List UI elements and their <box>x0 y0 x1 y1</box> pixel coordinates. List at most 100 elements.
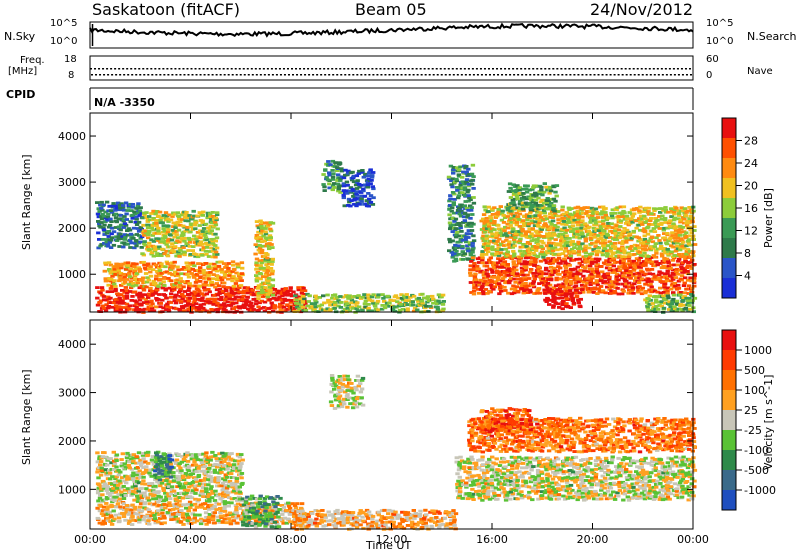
heatmap-cell <box>113 273 118 276</box>
heatmap-cell <box>261 306 267 309</box>
heatmap-cell <box>360 171 365 174</box>
heatmap-cell <box>132 210 137 214</box>
heatmap-cell <box>679 243 684 246</box>
heatmap-cell <box>646 212 652 216</box>
heatmap-cell <box>226 269 231 272</box>
heatmap-cell <box>529 239 534 243</box>
heatmap-cell <box>496 282 502 285</box>
freq-point <box>359 68 362 70</box>
freq-point <box>560 68 563 70</box>
heatmap-cell <box>128 267 134 271</box>
heatmap-cell <box>258 246 263 250</box>
heatmap-cell <box>621 274 626 278</box>
heatmap-cell <box>271 297 276 300</box>
heatmap-cell <box>196 297 201 301</box>
heatmap-cell <box>682 207 688 210</box>
freq-point <box>500 68 503 70</box>
heatmap-cell <box>489 207 495 211</box>
heatmap-cell <box>347 309 353 313</box>
heatmap-cell <box>499 248 504 251</box>
heatmap-cell <box>332 186 337 189</box>
heatmap-cell <box>631 267 637 271</box>
heatmap-cell <box>224 289 229 293</box>
heatmap-cell <box>482 205 487 209</box>
heatmap-cell <box>338 179 343 182</box>
heatmap-cell <box>520 262 525 266</box>
heatmap-cell <box>684 236 689 240</box>
heatmap-cell <box>192 290 197 294</box>
heatmap-cell <box>643 282 648 286</box>
heatmap-cell <box>322 301 327 305</box>
freq-point <box>443 68 446 70</box>
heatmap-cell <box>219 276 224 280</box>
heatmap-cell <box>679 227 684 231</box>
heatmap-cell <box>505 253 510 257</box>
heatmap-cell <box>404 299 409 302</box>
heatmap-cell <box>135 227 141 230</box>
heatmap-cell <box>122 479 127 483</box>
heatmap-cell <box>207 277 212 281</box>
heatmap-cell <box>117 275 122 279</box>
heatmap-cell <box>244 298 249 302</box>
heatmap-cell <box>674 225 679 229</box>
heatmap-cell <box>166 494 172 498</box>
nave-point <box>320 74 323 76</box>
heatmap-cell <box>104 240 109 244</box>
heatmap-cell <box>627 255 632 259</box>
heatmap-cell <box>189 284 194 288</box>
heatmap-cell <box>618 221 623 224</box>
heatmap-cell <box>175 265 180 269</box>
heatmap-cell <box>359 197 364 201</box>
heatmap-cell <box>687 304 692 307</box>
heatmap-cell <box>330 175 336 179</box>
heatmap-cell <box>508 186 513 190</box>
freq-point <box>612 68 615 70</box>
heatmap-cell <box>215 213 220 216</box>
heatmap-cell <box>338 295 343 298</box>
heatmap-cell <box>363 299 368 303</box>
heatmap-cell <box>146 461 151 465</box>
heatmap-cell <box>684 244 689 248</box>
heatmap-cell <box>102 451 107 455</box>
heatmap-cell <box>204 262 209 265</box>
heatmap-cell <box>636 236 642 240</box>
freq-point <box>447 68 450 70</box>
heatmap-cell <box>568 279 574 283</box>
heatmap-cell <box>185 244 190 247</box>
heatmap-cell <box>473 280 479 284</box>
heatmap-cell <box>333 161 338 164</box>
heatmap-cell <box>104 496 110 499</box>
heatmap-cell <box>114 453 120 457</box>
heatmap-cell <box>462 188 468 191</box>
heatmap-cell <box>139 486 144 490</box>
heatmap-cell <box>113 216 119 220</box>
heatmap-cell <box>600 289 606 293</box>
heatmap-cell <box>341 189 346 192</box>
heatmap-cell <box>99 460 104 463</box>
nave-point <box>95 74 98 76</box>
heatmap-cell <box>553 214 559 218</box>
heatmap-cell <box>123 261 128 265</box>
heatmap-cell <box>538 230 543 233</box>
heatmap-cell <box>463 238 468 241</box>
heatmap-cell <box>265 253 270 256</box>
heatmap-cell <box>617 274 623 278</box>
heatmap-cell <box>130 213 136 217</box>
heatmap-cell <box>608 249 613 253</box>
heatmap-cell <box>566 284 571 288</box>
heatmap-cell <box>572 278 577 282</box>
heatmap-cell <box>262 239 267 243</box>
heatmap-cell <box>606 244 611 247</box>
heatmap-cell <box>187 293 192 297</box>
heatmap-cell <box>659 304 664 308</box>
freq-point <box>664 68 667 70</box>
heatmap-cell <box>267 283 272 286</box>
heatmap-cell <box>288 292 293 296</box>
heatmap-cell <box>465 244 470 248</box>
heatmap-cell <box>489 240 494 243</box>
heatmap-cell <box>601 222 606 226</box>
freq-point <box>214 68 217 70</box>
heatmap-cell <box>155 458 160 462</box>
heatmap-cell <box>453 227 458 230</box>
heatmap-cell <box>577 257 583 261</box>
